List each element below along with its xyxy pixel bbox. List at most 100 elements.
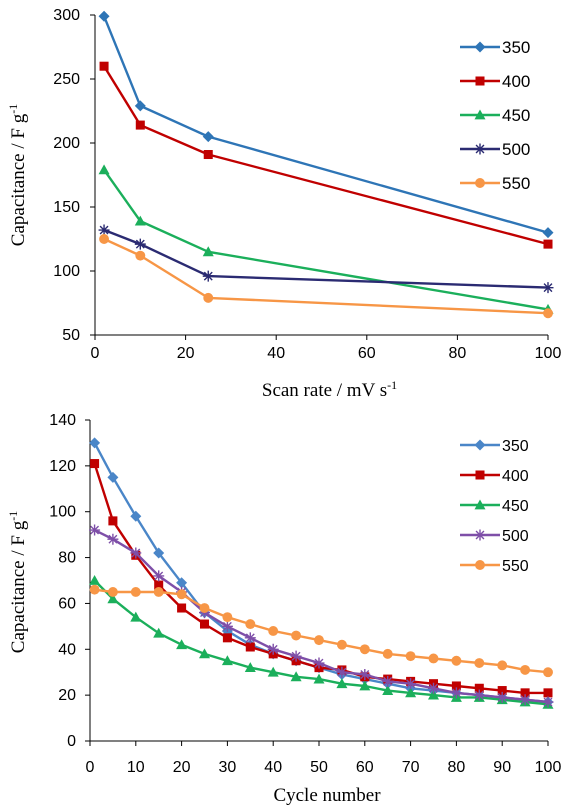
- y-axis-label-superscript: -1: [6, 104, 20, 114]
- data-point-550: [135, 250, 146, 261]
- x-tick-label: 0: [91, 345, 100, 362]
- y-tick-label: 80: [58, 550, 76, 567]
- x-tick-label: 40: [264, 759, 282, 776]
- series-line-550: [103, 237, 549, 315]
- y-axis-label: Capacitance / F g-1: [6, 511, 29, 653]
- data-point-450: [134, 215, 146, 226]
- data-point-500: [519, 694, 531, 706]
- data-point-550: [107, 587, 118, 597]
- x-tick-label: 20: [177, 345, 195, 362]
- legend-marker-350: [474, 41, 486, 53]
- data-point-500: [542, 282, 554, 294]
- data-point-550: [130, 587, 141, 597]
- series-550: [99, 234, 553, 319]
- x-tick-label: 40: [267, 345, 285, 362]
- data-point-500: [473, 689, 485, 701]
- data-point-550: [359, 644, 370, 655]
- data-point-400: [199, 619, 210, 629]
- y-tick-label: 200: [53, 135, 80, 152]
- series-400: [99, 61, 553, 249]
- series-line-400: [103, 65, 549, 246]
- legend-label-350: 350: [502, 38, 530, 57]
- data-point-500: [89, 524, 101, 536]
- data-point-400: [154, 580, 164, 590]
- data-point-400: [203, 150, 213, 160]
- data-point-550: [520, 664, 531, 675]
- data-point-500: [221, 620, 233, 632]
- data-point-450: [199, 648, 210, 659]
- legend-marker-400: [475, 470, 485, 480]
- data-point-500: [336, 666, 348, 678]
- legend-label-400: 400: [502, 468, 529, 485]
- data-point-450: [98, 164, 110, 175]
- data-point-400: [520, 688, 530, 698]
- data-point-550: [382, 648, 393, 659]
- data-point-500: [405, 678, 417, 690]
- y-tick-label: 60: [58, 595, 76, 612]
- data-point-550: [474, 658, 485, 668]
- data-point-400: [543, 688, 553, 698]
- x-tick-label: 0: [86, 759, 95, 776]
- data-point-400: [245, 642, 255, 652]
- data-point-350: [542, 227, 554, 239]
- legend-label-400: 400: [502, 72, 530, 91]
- data-point-400: [99, 61, 109, 71]
- data-point-450: [290, 671, 302, 682]
- data-point-400: [90, 459, 100, 469]
- data-point-450: [405, 687, 417, 698]
- y-tick-label: 0: [67, 733, 76, 750]
- data-point-550: [291, 630, 302, 641]
- x-tick-label: 100: [535, 759, 561, 776]
- series-line-500: [103, 228, 549, 289]
- data-point-500: [428, 682, 439, 694]
- legend-marker-400: [475, 76, 485, 86]
- data-point-350: [130, 510, 142, 522]
- x-tick-label: 60: [358, 345, 376, 362]
- y-tick-label: 150: [53, 199, 80, 216]
- x-axis-label: Cycle number: [273, 785, 381, 806]
- series-450: [89, 575, 554, 709]
- data-point-550: [336, 639, 347, 650]
- data-point-400: [451, 681, 461, 691]
- y-tick-label: 140: [49, 412, 76, 429]
- series-550: [89, 584, 553, 678]
- data-point-550: [451, 655, 462, 666]
- data-point-450: [107, 593, 119, 604]
- data-point-450: [428, 689, 439, 700]
- data-point-550: [222, 612, 233, 623]
- x-tick-label: 50: [310, 759, 328, 776]
- data-point-450: [176, 639, 188, 650]
- legend-label-450: 450: [502, 498, 529, 515]
- y-tick-label: 250: [53, 71, 80, 88]
- data-point-450: [359, 680, 371, 691]
- y-tick-label: 20: [58, 687, 76, 704]
- data-point-500: [450, 687, 462, 699]
- data-point-350: [98, 10, 110, 22]
- legend-label-550: 550: [502, 558, 529, 575]
- data-point-450: [336, 678, 348, 689]
- data-point-550: [543, 667, 553, 678]
- data-point-450: [153, 627, 165, 638]
- series-500: [98, 224, 554, 294]
- data-point-550: [428, 653, 439, 664]
- y-tick-label: 120: [49, 458, 76, 475]
- data-point-400: [135, 120, 145, 130]
- legend-label-500: 500: [502, 528, 529, 545]
- x-tick-label: 100: [535, 345, 561, 362]
- data-point-500: [290, 650, 302, 662]
- legend-marker-550: [475, 560, 485, 570]
- data-point-500: [496, 691, 508, 703]
- data-point-550: [176, 589, 187, 600]
- series-line-350: [102, 15, 549, 234]
- data-point-350: [134, 100, 146, 112]
- data-point-550: [314, 635, 324, 646]
- data-point-500: [244, 632, 256, 644]
- legend-marker-500: [474, 143, 486, 155]
- legend-marker-550: [475, 178, 485, 188]
- data-point-400: [497, 686, 507, 696]
- data-point-450: [267, 666, 279, 677]
- data-point-550: [497, 660, 508, 671]
- data-point-500: [382, 675, 394, 687]
- data-point-500: [542, 696, 554, 708]
